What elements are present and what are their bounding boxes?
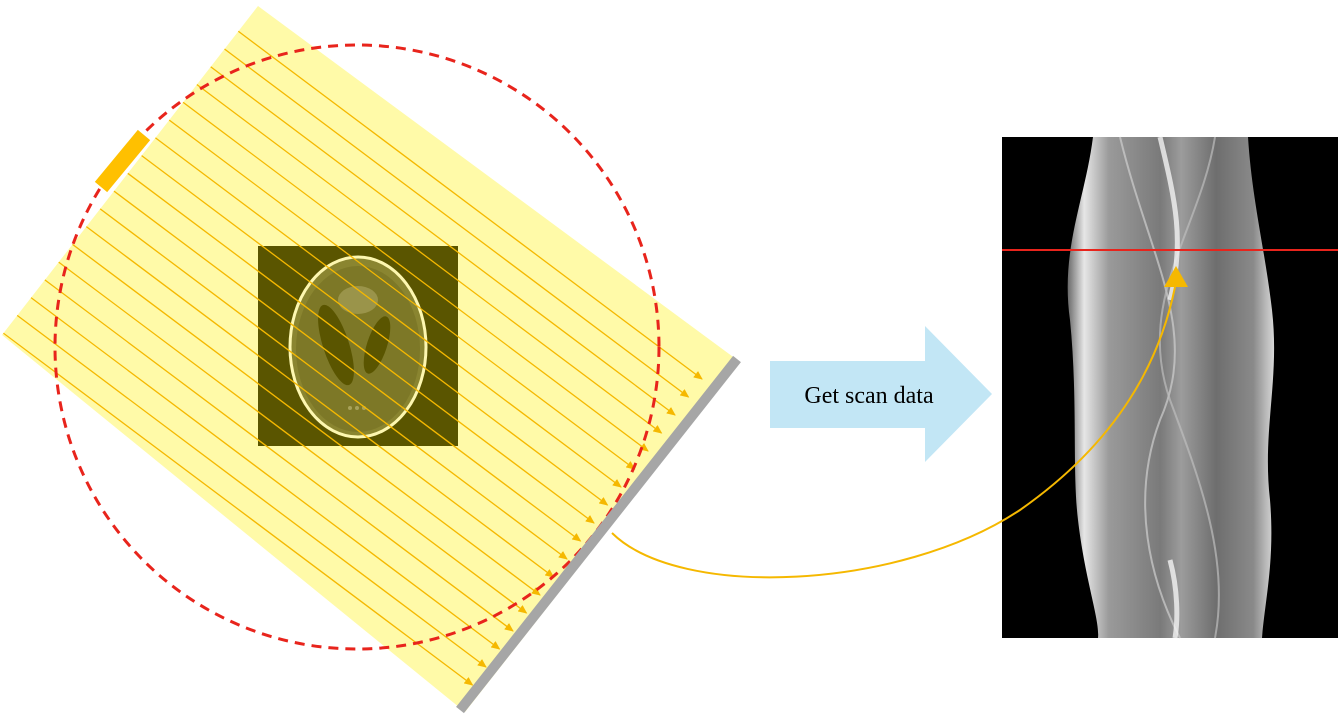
ray-line bbox=[121, 168, 595, 524]
ray-line bbox=[94, 204, 568, 560]
detector-panel-icon bbox=[456, 355, 741, 714]
ray-line bbox=[202, 60, 676, 416]
get-scan-data-arrow: Get scan data bbox=[770, 326, 992, 462]
ray-line bbox=[189, 78, 663, 434]
source-orbit bbox=[53, 43, 661, 651]
ray-line bbox=[162, 114, 636, 470]
phantom-image bbox=[258, 246, 458, 446]
ray-line bbox=[27, 294, 501, 650]
sinogram-image bbox=[1002, 136, 1338, 639]
ray-line bbox=[81, 222, 555, 578]
ray-line bbox=[40, 276, 514, 632]
ray-line bbox=[13, 312, 487, 668]
ray-line bbox=[135, 150, 609, 506]
ray-line bbox=[175, 96, 649, 452]
x-ray-source-icon bbox=[94, 129, 151, 193]
ray-line bbox=[67, 240, 541, 596]
ray-line bbox=[148, 132, 622, 488]
ray-line bbox=[229, 24, 703, 380]
mapping-curve bbox=[611, 286, 1176, 579]
arrow-label: Get scan data bbox=[804, 383, 934, 409]
mapping-arrowhead-icon bbox=[1164, 266, 1188, 287]
ray-line bbox=[108, 186, 582, 542]
phantom-right-lobe-icon bbox=[363, 316, 391, 374]
ray-line bbox=[54, 258, 528, 614]
ray-line bbox=[216, 42, 690, 398]
ray-lines bbox=[2, 24, 703, 686]
right-arrow-icon bbox=[770, 326, 992, 462]
ray-line bbox=[2, 330, 474, 686]
